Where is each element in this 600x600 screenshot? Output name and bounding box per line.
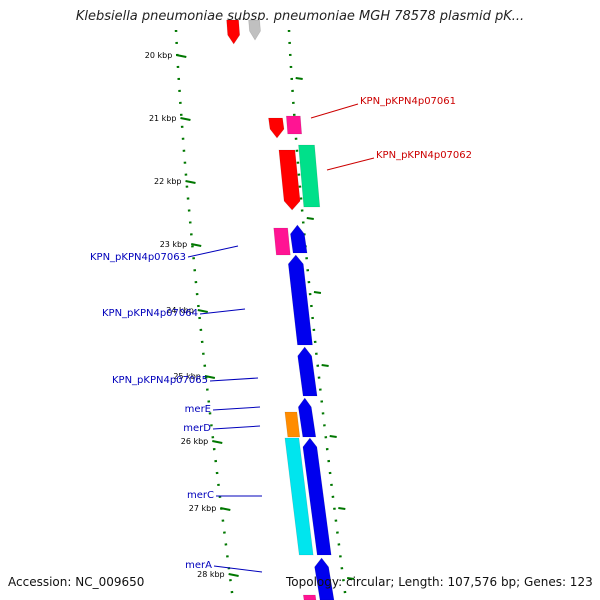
kbp-tick-mark-3 bbox=[191, 243, 202, 247]
gene-label-0[interactable]: KPN_pKPN4p07061 bbox=[360, 96, 456, 107]
outer-tick-3 bbox=[313, 291, 322, 294]
gene-feature-7[interactable] bbox=[290, 224, 308, 254]
kbp-tick-mark-8 bbox=[228, 573, 239, 577]
gene-label-7[interactable]: merC bbox=[187, 490, 214, 501]
gene-label-1[interactable]: KPN_pKPN4p07062 bbox=[376, 150, 472, 161]
kbp-tick-label-1: 21 kbp bbox=[149, 114, 177, 123]
gene-label-4[interactable]: KPN_pKPN4p07065 bbox=[112, 375, 208, 386]
gene-label-leader-6 bbox=[212, 425, 261, 430]
gene-label-2[interactable]: KPN_pKPN4p07063 bbox=[90, 252, 186, 263]
gene-label-8[interactable]: merA bbox=[185, 560, 212, 571]
outer-tick-5 bbox=[329, 435, 337, 438]
gene-label-leader-4 bbox=[209, 377, 259, 382]
kbp-tick-mark-4 bbox=[197, 309, 208, 313]
gene-feature-12[interactable] bbox=[302, 437, 332, 556]
gene-label-leader-2 bbox=[187, 245, 239, 258]
gene-feature-1[interactable] bbox=[248, 19, 261, 41]
outer-tick-4 bbox=[321, 364, 329, 367]
kbp-tick-label-4: 24 kbp bbox=[166, 306, 194, 315]
gene-feature-11[interactable] bbox=[284, 411, 301, 438]
gene-label-leader-0 bbox=[310, 103, 359, 119]
gene-feature-6[interactable] bbox=[273, 227, 291, 256]
gene-feature-2[interactable] bbox=[268, 117, 285, 139]
gene-label-leader-3 bbox=[199, 308, 246, 315]
outer-tick-7 bbox=[347, 577, 355, 580]
kbp-tick-label-6: 26 kbp bbox=[181, 437, 209, 446]
kbp-tick-mark-1 bbox=[180, 117, 191, 121]
gene-feature-8[interactable] bbox=[287, 254, 313, 346]
gene-label-leader-1 bbox=[326, 157, 375, 171]
gene-feature-3[interactable] bbox=[285, 115, 303, 135]
gene-label-leader-5 bbox=[212, 406, 261, 411]
kbp-tick-mark-0 bbox=[176, 54, 187, 58]
gene-feature-4[interactable] bbox=[278, 149, 301, 211]
kbp-tick-mark-6 bbox=[212, 440, 223, 444]
map-title: Klebsiella pneumoniae subsp. pneumoniae … bbox=[75, 9, 525, 24]
accession-text: Accession: NC_009650 bbox=[8, 575, 145, 589]
kbp-tick-label-7: 27 kbp bbox=[189, 504, 217, 513]
gene-feature-10[interactable] bbox=[297, 397, 317, 438]
outer-tick-0 bbox=[295, 77, 303, 80]
outer-tick-2 bbox=[306, 217, 314, 220]
gene-feature-15[interactable] bbox=[302, 594, 317, 600]
gene-label-3[interactable]: KPN_pKPN4p07064 bbox=[102, 308, 198, 319]
gene-feature-13[interactable] bbox=[284, 437, 314, 556]
kbp-tick-label-8: 28 kbp bbox=[197, 570, 225, 579]
outer-tick-6 bbox=[338, 507, 346, 510]
kbp-tick-mark-7 bbox=[220, 507, 231, 511]
gene-label-leader-8 bbox=[213, 565, 263, 573]
kbp-tick-label-3: 23 kbp bbox=[160, 240, 188, 249]
genome-summary-text: Topology: circular; Length: 107,576 bp; … bbox=[286, 575, 593, 589]
gene-feature-14[interactable] bbox=[314, 557, 335, 600]
gene-feature-0[interactable] bbox=[226, 19, 241, 45]
kbp-tick-label-2: 22 kbp bbox=[154, 177, 182, 186]
kbp-tick-label-0: 20 kbp bbox=[145, 51, 173, 60]
gene-feature-5[interactable] bbox=[298, 144, 321, 208]
kbp-tick-mark-2 bbox=[185, 180, 196, 184]
gene-label-5[interactable]: merE bbox=[185, 404, 211, 415]
kbp-tick-label-5: 25 kbp bbox=[173, 372, 201, 381]
gene-label-6[interactable]: merD bbox=[183, 423, 211, 434]
kbp-tick-mark-5 bbox=[204, 375, 216, 379]
gene-feature-9[interactable] bbox=[297, 346, 318, 397]
